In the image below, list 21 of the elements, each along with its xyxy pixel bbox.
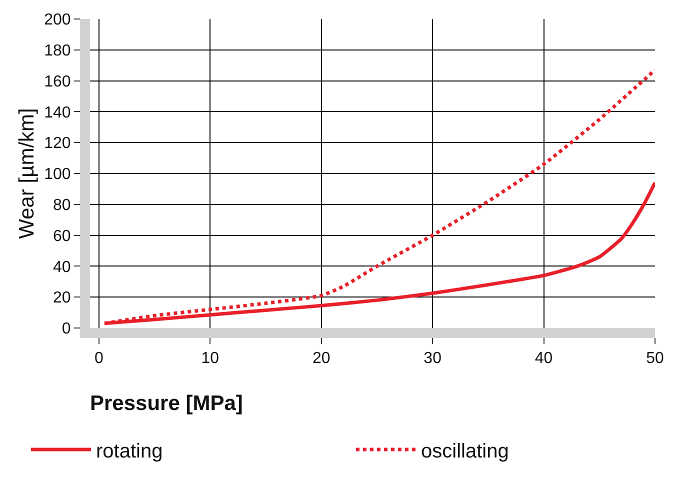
y-tick-label: 200 — [44, 12, 71, 29]
y-tick-label: 20 — [53, 290, 71, 307]
y-tick-label: 0 — [62, 320, 71, 338]
y-tick-label: 180 — [44, 42, 71, 60]
x-tick-label: 20 — [312, 350, 330, 368]
y-tick-label: 120 — [44, 135, 71, 152]
legend-label: rotating — [96, 440, 163, 462]
y-axis-title: Wear [µm/km] — [16, 108, 39, 239]
x-tick-label: 50 — [646, 350, 664, 368]
legend-label: oscillating — [421, 440, 509, 462]
y-tick-label: 40 — [53, 258, 71, 276]
x-tick-label: 0 — [94, 350, 104, 368]
x-tick-label: 10 — [201, 350, 220, 368]
y-tick-label: 60 — [53, 228, 71, 245]
x-tick-label: 30 — [424, 350, 442, 368]
x-axis-title: Pressure [MPa] — [90, 392, 243, 415]
y-tick-label: 100 — [44, 166, 71, 184]
x-tick-label: 40 — [534, 350, 553, 368]
y-tick-label: 160 — [44, 73, 71, 90]
y-tick-label: 80 — [53, 197, 71, 214]
y-tick-label: 140 — [44, 104, 71, 122]
